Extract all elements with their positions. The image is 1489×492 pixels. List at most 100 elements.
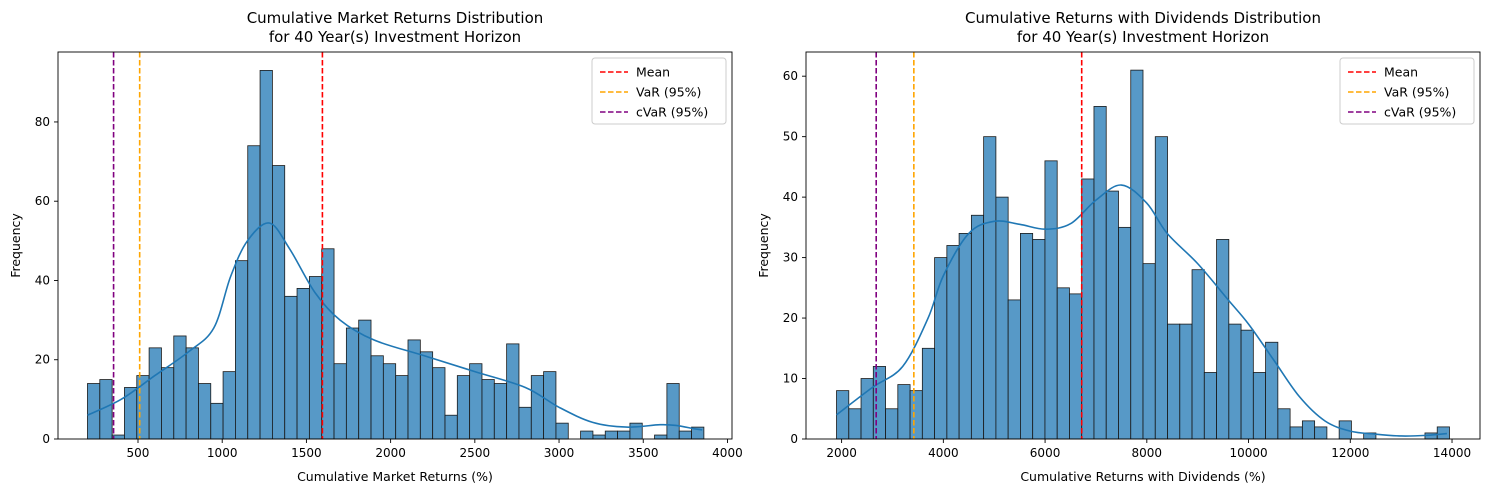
histogram-bar bbox=[1314, 426, 1328, 440]
dividend-returns-histogram-chart: 2000 4000 6000 8000 10000 12000 14000 0 10 20 30 40… bbox=[756, 9, 1481, 484]
histogram-bar bbox=[848, 408, 862, 440]
chart-title: Cumulative Market Returns Distribution fo… bbox=[247, 9, 544, 46]
histogram-bar bbox=[1056, 287, 1070, 440]
x-tick-label: 3000 bbox=[544, 446, 575, 460]
histogram-bar bbox=[1436, 426, 1450, 440]
histogram-bar bbox=[580, 430, 594, 440]
histogram-bar bbox=[921, 347, 935, 440]
chart-title-line: for 40 Year(s) Investment Horizon bbox=[269, 28, 521, 46]
histogram-bar bbox=[456, 375, 471, 440]
y-tick-label: 0 bbox=[42, 432, 50, 446]
legend-label: VaR (95%) bbox=[1384, 85, 1449, 100]
histogram-bar bbox=[1020, 233, 1034, 440]
histogram-bar bbox=[370, 355, 384, 440]
x-tick-label: 8000 bbox=[1132, 446, 1163, 460]
legend: Mean VaR (95%) cVaR (95%) bbox=[591, 57, 727, 125]
chart-title-line: Cumulative Returns with Dividends Distri… bbox=[965, 9, 1321, 27]
histogram-bar bbox=[897, 384, 911, 440]
chart-title-line: for 40 Year(s) Investment Horizon bbox=[1017, 28, 1269, 46]
histogram-bar bbox=[934, 257, 948, 440]
histogram-bar bbox=[666, 383, 680, 440]
histogram-bar bbox=[198, 383, 212, 440]
histogram-bar bbox=[958, 233, 972, 440]
y-tick-label: 20 bbox=[783, 311, 798, 325]
histogram-bar bbox=[506, 343, 520, 440]
histogram-bar bbox=[555, 422, 569, 440]
histogram-bar bbox=[995, 196, 1009, 440]
x-tick-label: 4000 bbox=[928, 446, 959, 460]
histogram-bar bbox=[530, 375, 545, 440]
histogram-bar bbox=[308, 276, 323, 440]
histogram-bar bbox=[321, 248, 335, 440]
histogram-bar bbox=[161, 367, 175, 440]
histogram-bar bbox=[1252, 372, 1266, 440]
y-tick-label: 20 bbox=[35, 353, 50, 367]
legend-label: VaR (95%) bbox=[636, 85, 701, 100]
legend-box bbox=[591, 57, 727, 125]
histogram-bar bbox=[259, 70, 273, 440]
histogram-bar bbox=[909, 390, 923, 440]
histogram-bar bbox=[247, 145, 261, 440]
histogram-bar bbox=[481, 379, 495, 440]
histogram-bar bbox=[1044, 160, 1058, 440]
histogram-bars bbox=[836, 69, 1450, 440]
axes-frame bbox=[57, 51, 733, 440]
y-tick-label: 10 bbox=[783, 372, 798, 386]
histogram-bar bbox=[1167, 323, 1181, 440]
histogram-bar bbox=[592, 434, 606, 440]
histogram-bar bbox=[1289, 426, 1303, 440]
legend-label: cVaR (95%) bbox=[636, 105, 708, 120]
x-tick-label: 14000 bbox=[1433, 446, 1471, 460]
y-tick-label: 30 bbox=[783, 251, 798, 265]
x-tick-label: 12000 bbox=[1331, 446, 1369, 460]
x-tick-label: 10000 bbox=[1229, 446, 1267, 460]
x-tick-label: 2000 bbox=[375, 446, 406, 460]
histogram-bar bbox=[1069, 293, 1083, 440]
histogram-bar bbox=[1093, 106, 1107, 440]
x-tick-label: 500 bbox=[127, 446, 150, 460]
histogram-bar bbox=[333, 363, 347, 440]
histogram-bar bbox=[1301, 420, 1316, 440]
y-tick-label: 0 bbox=[790, 432, 798, 446]
histogram-bar bbox=[654, 434, 668, 440]
histogram-bar bbox=[271, 165, 286, 440]
histogram-bar bbox=[1277, 408, 1291, 440]
histogram-bar bbox=[432, 367, 446, 440]
histogram-bar bbox=[1154, 136, 1168, 440]
histogram-bar bbox=[946, 245, 960, 440]
chart-title: Cumulative Returns with Dividends Distri… bbox=[965, 9, 1321, 46]
histogram-bar bbox=[1228, 323, 1242, 440]
x-tick-label: 2500 bbox=[460, 446, 491, 460]
histogram-bar bbox=[148, 347, 162, 440]
histogram-bar bbox=[1130, 69, 1144, 440]
histogram-bar bbox=[885, 408, 899, 440]
axes-frame bbox=[805, 51, 1481, 440]
histogram-bar bbox=[1191, 269, 1205, 440]
histogram-bar bbox=[444, 414, 458, 440]
histogram-bar bbox=[1081, 178, 1095, 440]
histogram-bar bbox=[493, 383, 508, 440]
legend-label: Mean bbox=[1384, 65, 1418, 80]
histogram-bar bbox=[419, 351, 434, 440]
histogram-bar bbox=[1007, 299, 1021, 440]
histogram-bar bbox=[1118, 226, 1132, 440]
x-tick-label: 2000 bbox=[826, 446, 857, 460]
histogram-bar bbox=[518, 406, 532, 440]
histogram-bar bbox=[604, 430, 618, 440]
y-axis-label: Frequency bbox=[756, 213, 771, 278]
legend-label: Mean bbox=[636, 65, 670, 80]
histogram-bar bbox=[1240, 329, 1254, 440]
x-tick-label: 4000 bbox=[712, 446, 743, 460]
histogram-bar bbox=[210, 402, 224, 440]
x-axis-label: Cumulative Returns with Dividends (%) bbox=[1020, 469, 1265, 484]
histogram-bar bbox=[678, 430, 692, 440]
x-tick-label: 1000 bbox=[207, 446, 238, 460]
histogram-bar bbox=[1216, 239, 1230, 440]
histogram-bar bbox=[469, 363, 483, 440]
x-tick-label: 6000 bbox=[1030, 446, 1061, 460]
histogram-bar bbox=[296, 287, 310, 440]
histogram-bar bbox=[395, 375, 409, 440]
market-returns-histogram-chart: 500 1000 1500 2000 2500 3000 3500 4000 0 20 40 60 80… bbox=[8, 9, 743, 484]
kde-curve bbox=[836, 184, 1448, 437]
